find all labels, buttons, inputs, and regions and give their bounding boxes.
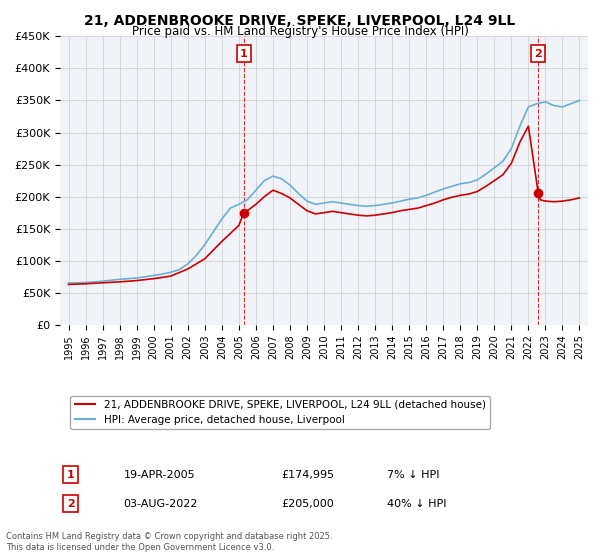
Text: Contains HM Land Registry data © Crown copyright and database right 2025.
This d: Contains HM Land Registry data © Crown c… [6, 532, 332, 552]
Text: 19-APR-2005: 19-APR-2005 [124, 470, 195, 480]
Text: £205,000: £205,000 [282, 498, 335, 508]
Legend: 21, ADDENBROOKE DRIVE, SPEKE, LIVERPOOL, L24 9LL (detached house), HPI: Average : 21, ADDENBROOKE DRIVE, SPEKE, LIVERPOOL,… [70, 396, 490, 429]
Text: Price paid vs. HM Land Registry's House Price Index (HPI): Price paid vs. HM Land Registry's House … [131, 25, 469, 38]
Text: 40% ↓ HPI: 40% ↓ HPI [388, 498, 447, 508]
Text: 1: 1 [240, 49, 248, 59]
Text: 03-AUG-2022: 03-AUG-2022 [124, 498, 198, 508]
Text: 21, ADDENBROOKE DRIVE, SPEKE, LIVERPOOL, L24 9LL: 21, ADDENBROOKE DRIVE, SPEKE, LIVERPOOL,… [85, 14, 515, 28]
Text: 2: 2 [535, 49, 542, 59]
Text: 7% ↓ HPI: 7% ↓ HPI [388, 470, 440, 480]
Text: £174,995: £174,995 [282, 470, 335, 480]
Text: 2: 2 [67, 498, 74, 508]
Text: 1: 1 [67, 470, 74, 480]
